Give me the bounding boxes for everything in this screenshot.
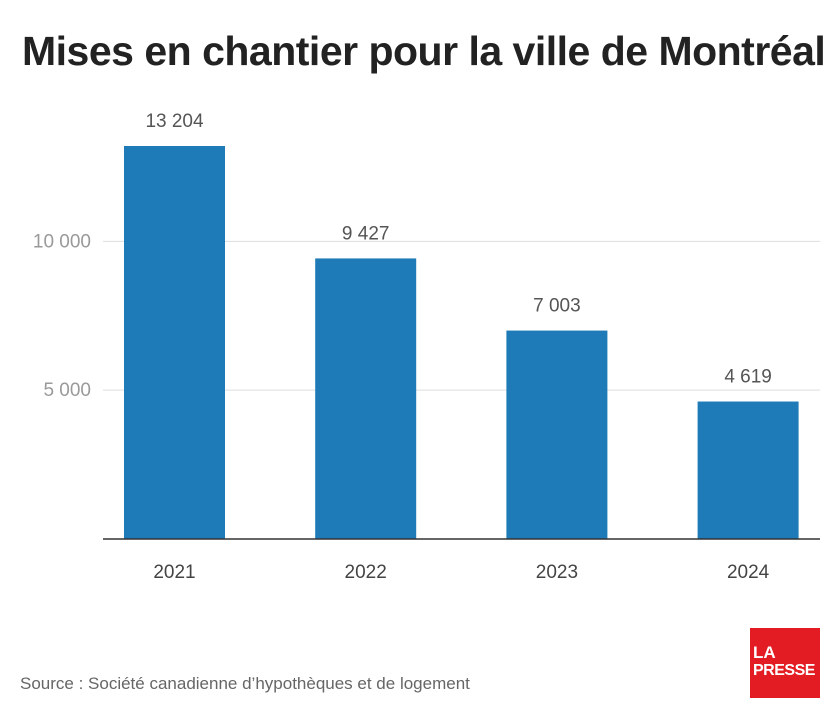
chart-title: Mises en chantier pour la ville de Montr…	[22, 28, 826, 74]
y-tick-label: 10 000	[33, 231, 91, 252]
la-presse-logo: LA PRESSE	[750, 628, 820, 698]
y-tick-label: 5 000	[43, 380, 91, 401]
x-tick-label: 2022	[345, 562, 387, 583]
logo-text-line2: PRESSE	[753, 662, 815, 679]
bar	[124, 146, 225, 539]
bar	[506, 330, 608, 539]
x-tick-label: 2024	[727, 562, 770, 583]
bar	[315, 258, 417, 539]
logo-text-line1: LA	[753, 643, 776, 662]
data-label: 13 204	[145, 111, 204, 132]
source-note: Source : Société canadienne d’hypothèque…	[20, 674, 470, 693]
bar	[697, 401, 799, 539]
data-label: 4 619	[724, 367, 772, 388]
data-label: 9 427	[342, 223, 390, 244]
bar-chart: 5 000 10 000 13 204 2021 9 427 2022 7 003 2023 4…	[33, 111, 820, 583]
data-label: 7 003	[533, 296, 581, 317]
x-tick-label: 2021	[153, 562, 195, 583]
x-tick-label: 2023	[536, 562, 578, 583]
